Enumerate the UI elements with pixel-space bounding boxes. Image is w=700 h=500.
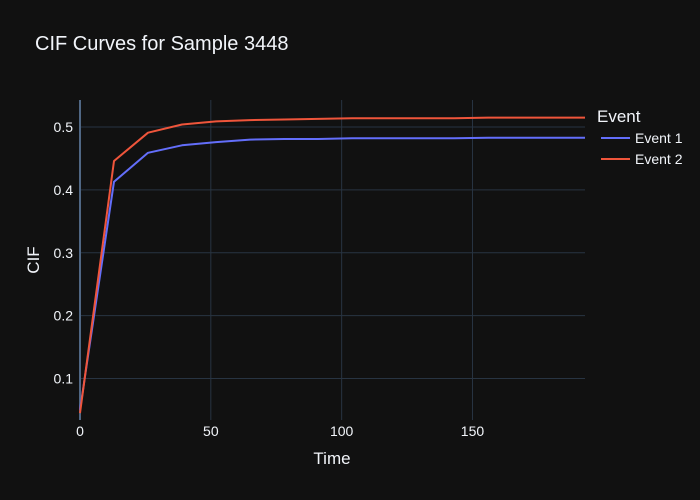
legend-label: Event 1 — [635, 130, 683, 146]
x-axis-title: Time — [313, 449, 350, 468]
series-lines — [79, 116, 585, 414]
legend: Event Event 1 Event 2 — [597, 107, 683, 167]
chart-title: CIF Curves for Sample 3448 — [35, 33, 288, 55]
x-tick-label: 0 — [76, 423, 84, 439]
tick-labels: 0.1 0.2 0.3 0.4 0.5 0 50 100 150 — [54, 119, 485, 439]
y-tick-label: 0.3 — [54, 245, 74, 261]
y-tick-label: 0.5 — [54, 119, 74, 135]
series-line-event-2 — [79, 116, 585, 414]
x-tick-label: 50 — [203, 423, 219, 439]
y-tick-label: 0.4 — [54, 182, 74, 198]
y-axis-title: CIF — [24, 246, 43, 273]
y-tick-label: 0.1 — [54, 371, 74, 387]
legend-label: Event 2 — [635, 151, 683, 167]
series-line-event-1 — [79, 136, 585, 411]
legend-title: Event — [597, 107, 641, 126]
grid-lines — [79, 100, 585, 420]
y-tick-label: 0.2 — [54, 308, 74, 324]
x-tick-label: 100 — [330, 423, 354, 439]
x-tick-label: 150 — [461, 423, 485, 439]
